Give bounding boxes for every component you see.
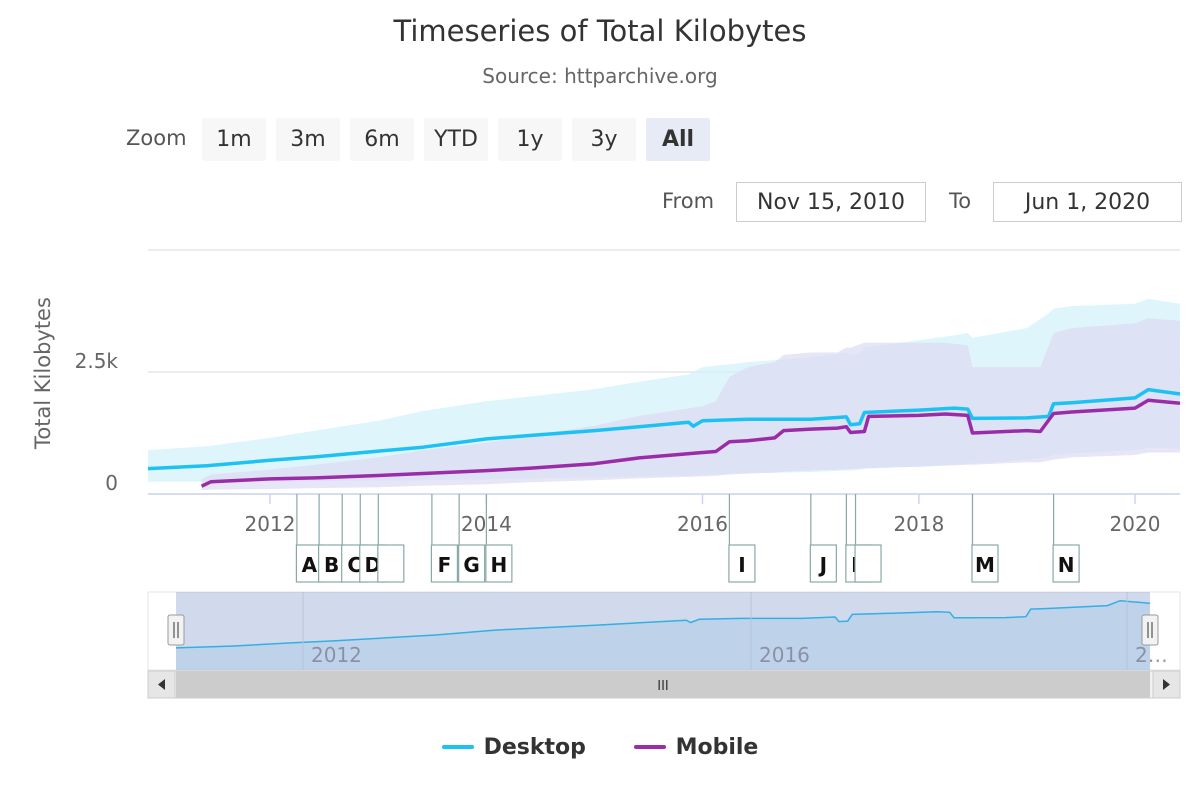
y-axis-label: Total Kilobytes (31, 297, 55, 450)
navigator-tick-label: 2012 (311, 643, 362, 667)
annotation-flag[interactable]: F (430, 494, 459, 583)
legend-swatch-mobile (633, 745, 666, 749)
range-from-label: From (662, 189, 715, 213)
zoom-1m-button[interactable]: 1m (202, 118, 266, 161)
annotation-flag[interactable]: H (485, 494, 513, 583)
zoom-all-button[interactable]: All (646, 118, 710, 161)
annotation-flag[interactable]: N (1052, 494, 1080, 583)
range-to-input[interactable] (993, 182, 1182, 222)
y-tick-label: 0 (105, 471, 118, 495)
annotation-flag[interactable]: B (318, 494, 346, 583)
annotation-box (809, 544, 837, 583)
x-tick-label: 2012 (245, 512, 296, 536)
legend-item-mobile[interactable]: Mobile (633, 734, 759, 760)
annotation-flag[interactable]: M (971, 494, 999, 583)
annotation-label: I (738, 553, 745, 577)
annotation-label: G (463, 553, 479, 577)
annotation-flag[interactable]: G (458, 494, 486, 583)
annotation-box (318, 544, 346, 583)
navigator-line (175, 599, 1151, 649)
handle-box (167, 614, 185, 646)
annotation-box (430, 544, 459, 583)
annotation-box (854, 544, 882, 583)
annotation-flag[interactable] (854, 494, 882, 583)
series-lines (147, 387, 1181, 488)
zoom-ytd-button[interactable]: YTD (424, 118, 488, 161)
handle-box (1141, 614, 1159, 646)
chart-title: Timeseries of Total Kilobytes (393, 14, 807, 48)
range-bands (148, 298, 1181, 491)
annotation-label: M (975, 553, 995, 577)
annotation-box (458, 544, 486, 583)
annotation-label: N (1058, 553, 1075, 577)
navigator-selection[interactable] (176, 592, 1150, 670)
zoom-6m-button[interactable]: 6m (350, 118, 414, 161)
range-from-input[interactable] (736, 182, 926, 222)
zoom-1y-button[interactable]: 1y (498, 118, 562, 161)
navigator-tick-label: 2016 (759, 643, 810, 667)
annotation-label: D (364, 553, 381, 577)
annotation-flag[interactable] (377, 494, 405, 583)
annotation-label: B (324, 553, 339, 577)
annotation-flag[interactable]: I (728, 494, 756, 583)
annotation-label: H (491, 553, 508, 577)
navigator-area (176, 600, 1150, 670)
annotation-box (728, 544, 756, 583)
navigator-handle-left[interactable] (167, 614, 185, 646)
legend-label-desktop: Desktop (483, 734, 586, 760)
annotation-label: J (818, 553, 827, 577)
chart-subtitle: Source: httparchive.org (482, 64, 718, 88)
annotation-box (485, 544, 513, 583)
annotation-flag[interactable]: J (809, 494, 837, 583)
x-tick-label: 2020 (1110, 512, 1161, 536)
scrollbar-thumb[interactable] (176, 671, 1150, 698)
annotation-label: F (438, 553, 452, 577)
y-tick-label: 2.5k (75, 349, 119, 373)
navigator[interactable]: 2012 2016 2… (147, 591, 1181, 671)
range-to-label: To (949, 189, 972, 213)
chart-canvas: 02.5k Total Kilobytes 2012 2014 2016 2018 20… (31, 249, 1181, 699)
series-line-mobile[interactable] (200, 398, 1181, 488)
legend: Desktop Mobile (0, 730, 1200, 760)
x-axis: 2012 2014 2016 2018 2020 (148, 493, 1180, 536)
chevron-left-icon (158, 679, 165, 690)
zoom-3m-button[interactable]: 3m (276, 118, 340, 161)
annotation-flags: ABCDFGHIJKMN (295, 494, 1080, 583)
annotation-label: A (302, 553, 318, 577)
legend-item-desktop[interactable]: Desktop (441, 734, 586, 760)
scrollbar-grip: III (657, 679, 669, 694)
y-axis-ticks: 0 2.5k (75, 349, 119, 495)
zoom-3y-button[interactable]: 3y (572, 118, 636, 161)
navigator-handle-right[interactable] (1141, 614, 1159, 646)
scrollbar[interactable]: III (147, 670, 1181, 699)
x-tick-label: 2016 (677, 512, 728, 536)
series-line-desktop[interactable] (147, 387, 1181, 471)
annotation-label: C (347, 553, 362, 577)
band-mobile (201, 318, 1181, 491)
annotation-box (971, 544, 999, 583)
legend-label-mobile: Mobile (675, 734, 759, 760)
annotation-box (377, 544, 405, 583)
legend-swatch-desktop (441, 745, 474, 749)
annotation-box (1052, 544, 1080, 583)
chevron-right-icon (1163, 679, 1170, 690)
navigator-tick-label: 2… (1135, 643, 1168, 667)
zoom-label: Zoom (126, 126, 187, 150)
x-tick-label: 2018 (893, 512, 944, 536)
